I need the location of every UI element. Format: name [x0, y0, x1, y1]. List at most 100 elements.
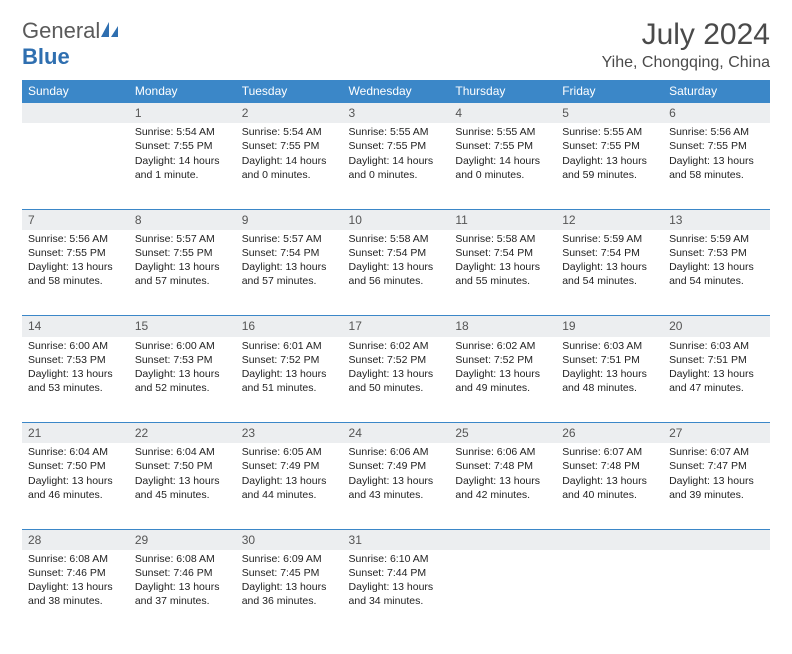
day-cell: Sunrise: 6:07 AMSunset: 7:48 PMDaylight:… [556, 443, 663, 529]
sun-data-line: Daylight: 13 hours [349, 474, 444, 488]
sun-data-line: Sunrise: 6:08 AM [135, 552, 230, 566]
weekday-header: Wednesday [343, 80, 450, 103]
day-number: 8 [129, 209, 236, 230]
sun-data-line: and 45 minutes. [135, 488, 230, 502]
sun-data-line: Sunset: 7:44 PM [349, 566, 444, 580]
day-content-row: Sunrise: 5:56 AMSunset: 7:55 PMDaylight:… [22, 230, 770, 316]
sun-data-line: Sunset: 7:55 PM [28, 246, 123, 260]
day-cell: Sunrise: 6:06 AMSunset: 7:49 PMDaylight:… [343, 443, 450, 529]
sun-data-line: Sunset: 7:55 PM [455, 139, 550, 153]
day-cell: Sunrise: 5:54 AMSunset: 7:55 PMDaylight:… [129, 123, 236, 209]
sun-data-line: Sunrise: 6:05 AM [242, 445, 337, 459]
day-number: 16 [236, 316, 343, 337]
sun-data-line: Sunrise: 5:59 AM [669, 232, 764, 246]
sun-data-line: and 1 minute. [135, 168, 230, 182]
sun-data-line: Sunset: 7:46 PM [28, 566, 123, 580]
day-number-row: 14151617181920 [22, 316, 770, 337]
sun-data-line: Daylight: 13 hours [242, 474, 337, 488]
sun-data-line: Sunset: 7:49 PM [242, 459, 337, 473]
sun-data-line: Daylight: 13 hours [242, 260, 337, 274]
day-cell: Sunrise: 6:00 AMSunset: 7:53 PMDaylight:… [22, 337, 129, 423]
day-cell: Sunrise: 6:08 AMSunset: 7:46 PMDaylight:… [129, 550, 236, 636]
sun-data-line: and 53 minutes. [28, 381, 123, 395]
sun-data-line: Daylight: 13 hours [455, 367, 550, 381]
day-cell: Sunrise: 6:00 AMSunset: 7:53 PMDaylight:… [129, 337, 236, 423]
sun-data-line: Daylight: 13 hours [455, 474, 550, 488]
sun-data-line: Sunset: 7:51 PM [669, 353, 764, 367]
sun-data-line: Sunset: 7:46 PM [135, 566, 230, 580]
sun-data-line: Daylight: 14 hours [349, 154, 444, 168]
calendar-table: SundayMondayTuesdayWednesdayThursdayFrid… [22, 80, 770, 636]
day-number: 28 [22, 529, 129, 550]
sun-data-line: Sunset: 7:48 PM [562, 459, 657, 473]
sun-data-line: and 46 minutes. [28, 488, 123, 502]
day-cell: Sunrise: 5:58 AMSunset: 7:54 PMDaylight:… [449, 230, 556, 316]
sun-data-line: Daylight: 13 hours [669, 154, 764, 168]
weekday-header: Saturday [663, 80, 770, 103]
day-cell: Sunrise: 6:08 AMSunset: 7:46 PMDaylight:… [22, 550, 129, 636]
sun-data-line: and 0 minutes. [455, 168, 550, 182]
sun-data-line: Sunset: 7:47 PM [669, 459, 764, 473]
day-number: 22 [129, 423, 236, 444]
day-number: 6 [663, 103, 770, 124]
brand-logo: GeneralBlue [22, 18, 122, 70]
sun-data-line: Sunrise: 5:57 AM [242, 232, 337, 246]
day-cell: Sunrise: 6:04 AMSunset: 7:50 PMDaylight:… [129, 443, 236, 529]
sun-data-line: Daylight: 13 hours [669, 474, 764, 488]
day-cell: Sunrise: 5:55 AMSunset: 7:55 PMDaylight:… [343, 123, 450, 209]
day-number: 3 [343, 103, 450, 124]
sun-data-line: and 52 minutes. [135, 381, 230, 395]
location-subtitle: Yihe, Chongqing, China [602, 54, 770, 72]
day-number: 27 [663, 423, 770, 444]
day-cell: Sunrise: 6:04 AMSunset: 7:50 PMDaylight:… [22, 443, 129, 529]
sun-data-line: Sunset: 7:55 PM [669, 139, 764, 153]
day-number-row: 28293031 [22, 529, 770, 550]
day-number: 5 [556, 103, 663, 124]
day-cell: Sunrise: 6:10 AMSunset: 7:44 PMDaylight:… [343, 550, 450, 636]
sun-data-line: Daylight: 14 hours [135, 154, 230, 168]
day-number: 7 [22, 209, 129, 230]
sun-data-line: Sunset: 7:48 PM [455, 459, 550, 473]
sun-data-line: Sunrise: 5:56 AM [669, 125, 764, 139]
day-number-row: 123456 [22, 103, 770, 124]
sun-data-line: Sunrise: 6:06 AM [455, 445, 550, 459]
sun-data-line: Sunset: 7:54 PM [349, 246, 444, 260]
sun-data-line: Daylight: 13 hours [242, 580, 337, 594]
weekday-header: Monday [129, 80, 236, 103]
day-number-row: 78910111213 [22, 209, 770, 230]
sun-data-line: Daylight: 13 hours [135, 367, 230, 381]
day-cell: Sunrise: 5:55 AMSunset: 7:55 PMDaylight:… [556, 123, 663, 209]
sun-data-line: Daylight: 13 hours [562, 260, 657, 274]
day-number: 15 [129, 316, 236, 337]
sun-data-line: and 55 minutes. [455, 274, 550, 288]
sun-data-line: Sunrise: 6:04 AM [135, 445, 230, 459]
sun-data-line: Sunrise: 5:55 AM [349, 125, 444, 139]
day-cell [449, 550, 556, 636]
sun-data-line: Sunset: 7:52 PM [455, 353, 550, 367]
day-number-row: 21222324252627 [22, 423, 770, 444]
sun-data-line: Sunset: 7:55 PM [135, 246, 230, 260]
day-number: 9 [236, 209, 343, 230]
sun-data-line: and 49 minutes. [455, 381, 550, 395]
day-cell: Sunrise: 5:54 AMSunset: 7:55 PMDaylight:… [236, 123, 343, 209]
day-cell: Sunrise: 6:02 AMSunset: 7:52 PMDaylight:… [343, 337, 450, 423]
sun-data-line: Daylight: 13 hours [669, 260, 764, 274]
sun-data-line: Sunset: 7:53 PM [669, 246, 764, 260]
day-number: 30 [236, 529, 343, 550]
sun-data-line: Daylight: 14 hours [455, 154, 550, 168]
sun-data-line: Sunset: 7:55 PM [349, 139, 444, 153]
sun-data-line: Sunrise: 6:07 AM [562, 445, 657, 459]
sun-data-line: Sunset: 7:51 PM [562, 353, 657, 367]
day-cell: Sunrise: 6:02 AMSunset: 7:52 PMDaylight:… [449, 337, 556, 423]
brand-part2: Blue [22, 44, 70, 69]
sun-data-line: Sunrise: 5:55 AM [455, 125, 550, 139]
sun-data-line: and 58 minutes. [28, 274, 123, 288]
day-number [556, 529, 663, 550]
sails-icon [100, 20, 122, 38]
sun-data-line: Sunset: 7:55 PM [242, 139, 337, 153]
weekday-header: Friday [556, 80, 663, 103]
sun-data-line: Sunrise: 6:02 AM [349, 339, 444, 353]
sun-data-line: Sunrise: 6:10 AM [349, 552, 444, 566]
day-cell: Sunrise: 6:03 AMSunset: 7:51 PMDaylight:… [556, 337, 663, 423]
day-cell: Sunrise: 5:57 AMSunset: 7:54 PMDaylight:… [236, 230, 343, 316]
